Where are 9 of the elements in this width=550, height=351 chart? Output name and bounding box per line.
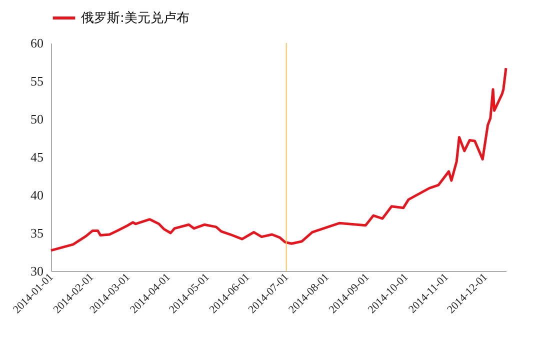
legend-label: 俄罗斯:美元兑卢布 [81,10,190,26]
y-tick-label: 35 [30,226,44,240]
line-series [50,66,508,252]
y-tick-label: 45 [30,150,44,164]
y-tick-label: 60 [30,36,44,50]
y-tick-label: 50 [30,112,44,126]
y-tick-label: 40 [30,188,44,202]
y-tick-label: 30 [30,264,44,278]
y-tick-label: 55 [30,74,44,88]
